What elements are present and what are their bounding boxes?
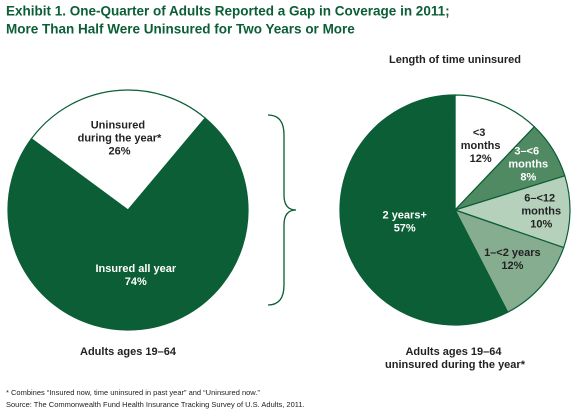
slice-label: Uninsured during the year*: [78, 119, 162, 144]
pie-slice: [339, 94, 509, 326]
value-label: 10%: [530, 218, 552, 230]
footnote: * Combines “Insured now, time uninsured …: [6, 388, 260, 397]
pie-slice: [454, 94, 536, 212]
pie-slice: [7, 117, 249, 331]
pie-caption: Adults ages 19–64: [80, 346, 177, 358]
value-label: 12%: [501, 260, 523, 272]
value-label: 12%: [470, 153, 492, 165]
pie-title: Length of time uninsured: [389, 54, 521, 66]
value-label: 74%: [125, 276, 147, 288]
slice-label: <3 months: [461, 127, 501, 152]
slice-label: 2 years+: [383, 210, 427, 222]
slice-label: 1–<2 years: [484, 247, 541, 259]
chart-title: Exhibit 1. One-Quarter of Adults Reporte…: [6, 4, 450, 19]
value-label: 57%: [394, 223, 416, 235]
pie-slice: [30, 89, 206, 211]
slice-label: Insured all year: [95, 263, 176, 275]
pie-slice: [453, 175, 571, 249]
footnote: Source: The Commonwealth Fund Health Ins…: [6, 400, 305, 409]
slice-label: 3–<6 months: [508, 145, 548, 170]
pie-slice: [453, 208, 565, 314]
value-label: 8%: [520, 171, 536, 183]
chart-title: More Than Half Were Uninsured for Two Ye…: [6, 22, 355, 37]
brace: [267, 114, 297, 306]
pie-caption: Adults ages 19–64 uninsured during the y…: [385, 346, 526, 371]
value-label: 26%: [108, 145, 130, 157]
slice-label: 6–<12 months: [521, 192, 561, 217]
